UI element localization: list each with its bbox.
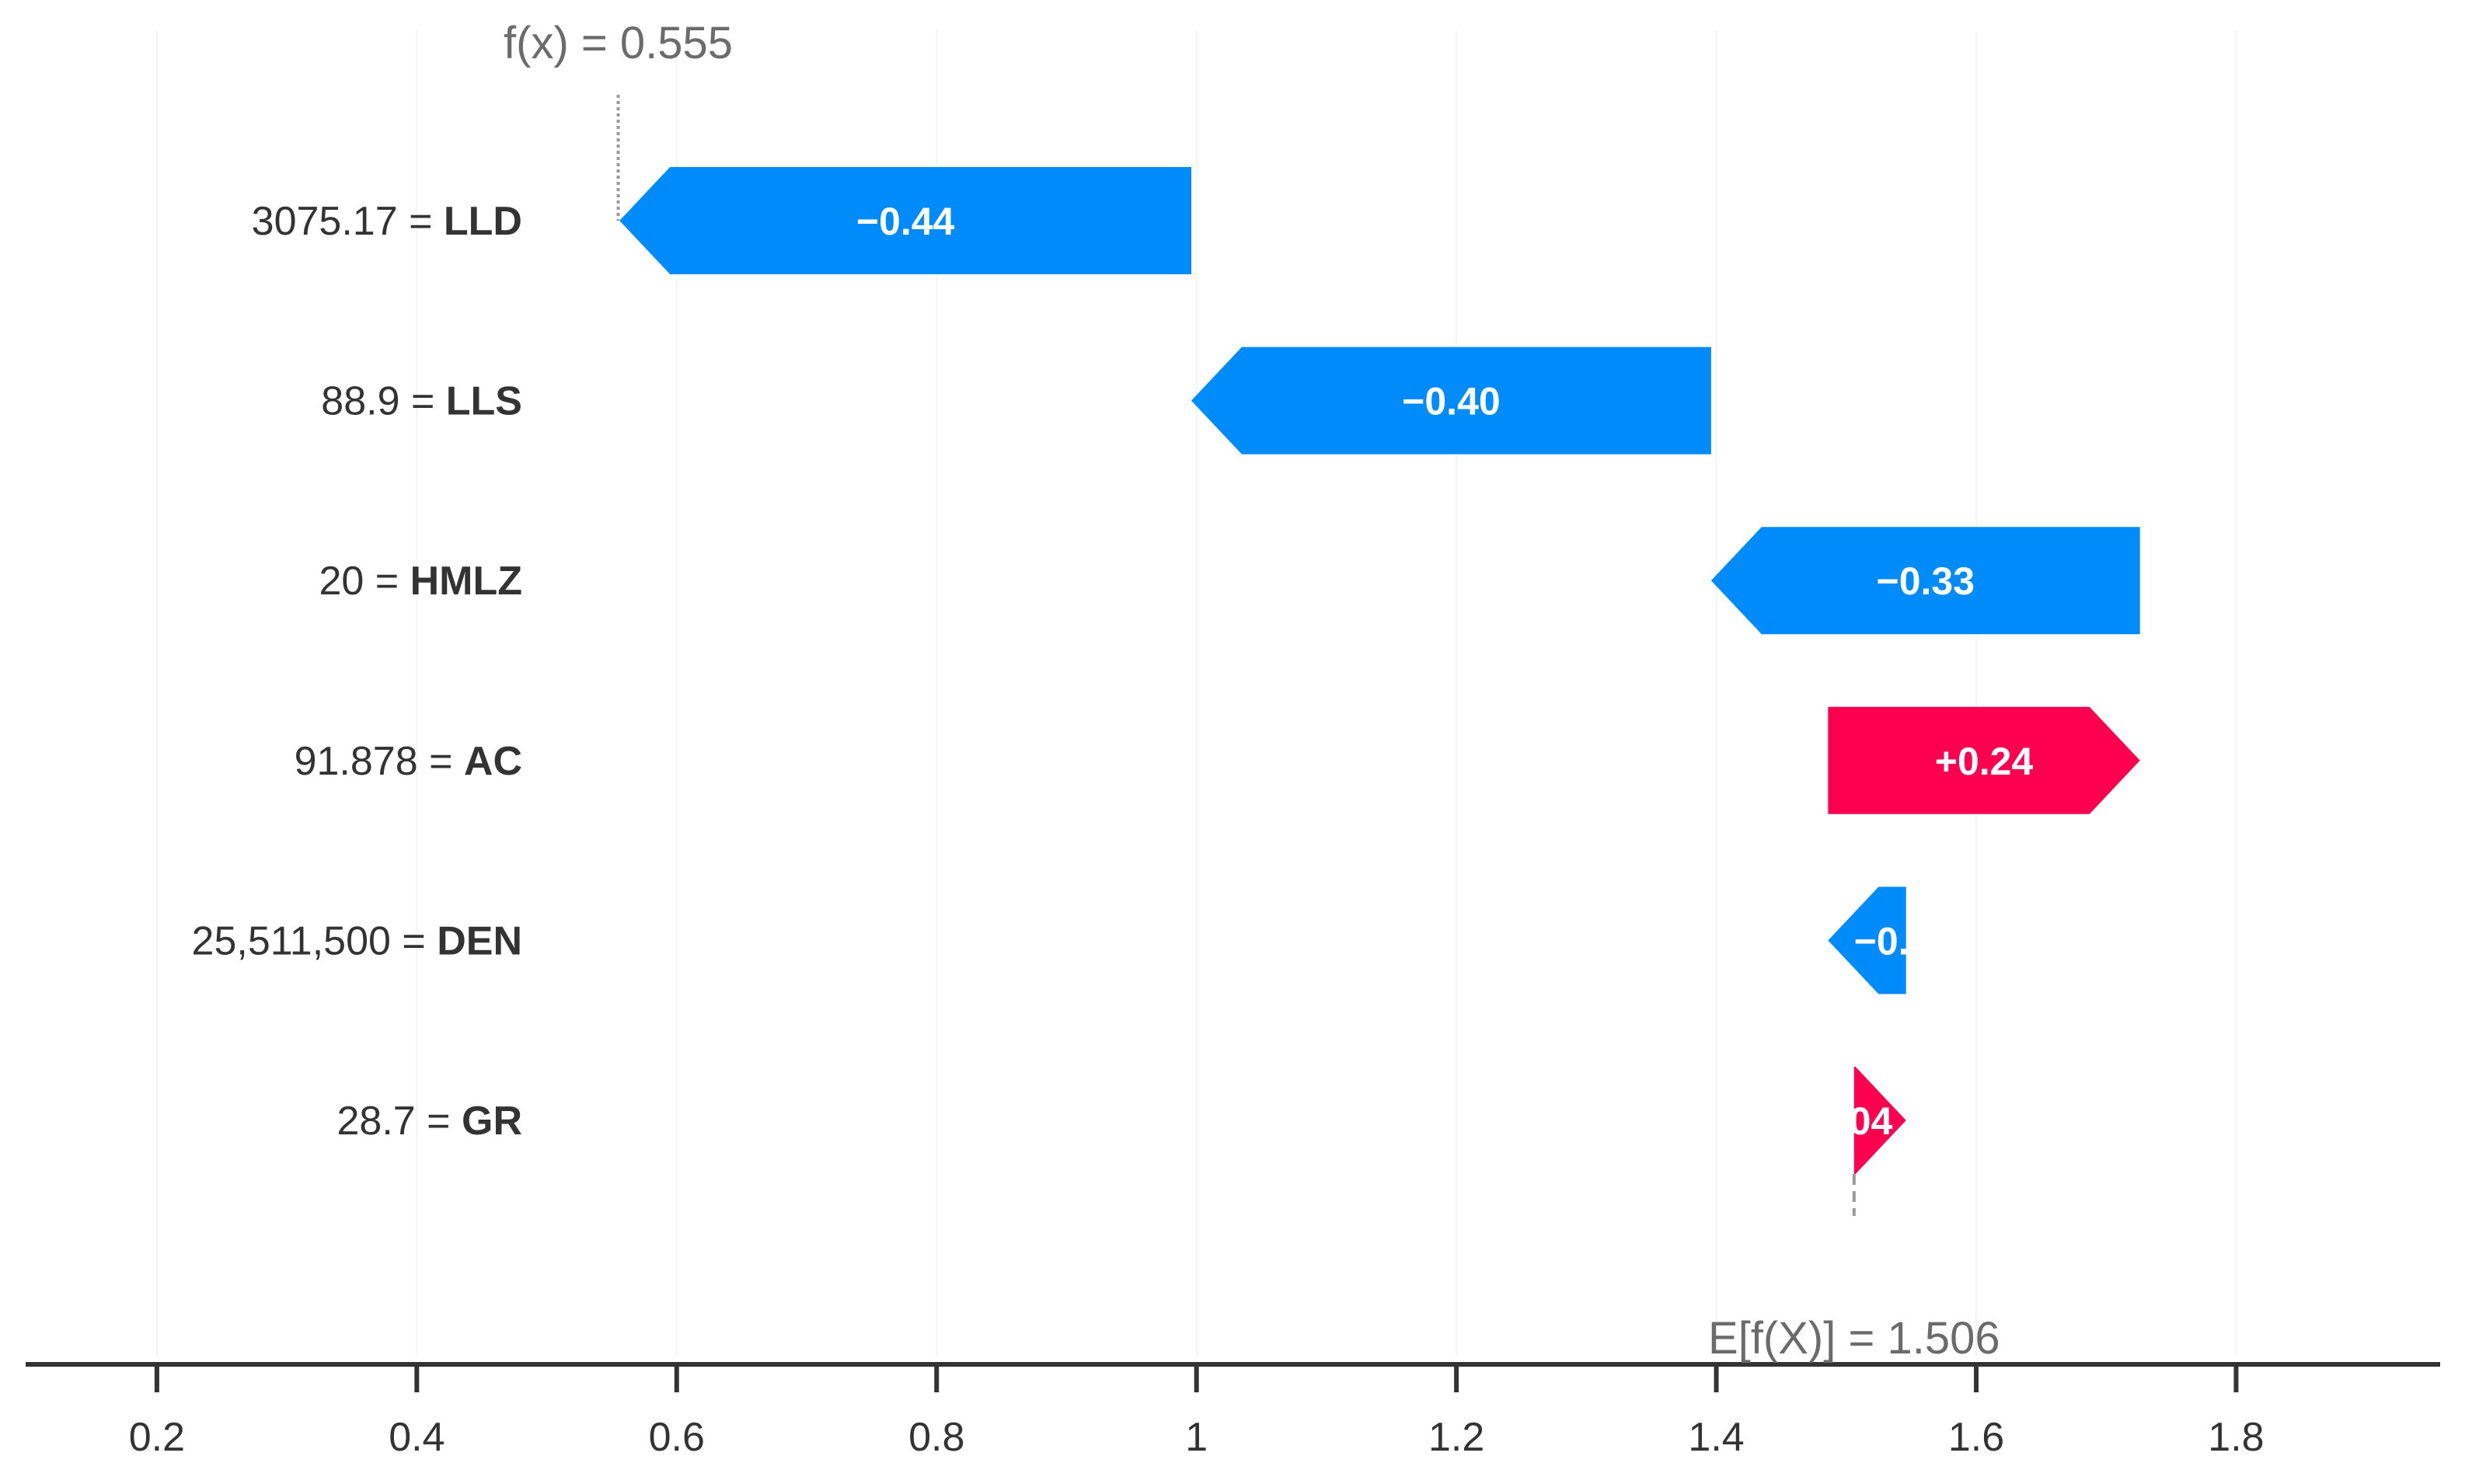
contribution-bars: −0.44 −0.40 −0.33 +0.24 −0.0 0.04 [619, 167, 2140, 1174]
x-tick-label-3: 0.8 [908, 1415, 964, 1460]
feature-value: 25,511,500 [192, 918, 391, 963]
feature-equals: = [364, 559, 410, 604]
feature-labels: 3075.17 = LLD 88.9 = LLS 20 = HMLZ 91.878 =… [192, 199, 522, 1144]
feature-label-gr: 28.7 = GR [337, 1099, 522, 1144]
feature-label-ac: 91.878 = AC [295, 739, 522, 784]
base-value-label: E[f(X)] = 1.506 [1708, 1313, 2000, 1364]
feature-name: LLD [444, 199, 522, 244]
annotations: f(x) = 0.555 E[f(X)] = 1.506 [504, 18, 2000, 1364]
bar-hmlz [1710, 527, 2140, 635]
feature-name: GR [462, 1099, 522, 1144]
feature-label-hmlz: 20 = HMLZ [319, 559, 522, 604]
feature-value: 3075.17 [252, 199, 398, 244]
feature-equals: = [391, 918, 437, 963]
bar-gr [1853, 1067, 1906, 1174]
bar-value-hmlz: −0.33 [1877, 559, 1975, 603]
feature-value: 88.9 [321, 379, 399, 424]
bar-value-lls: −0.40 [1402, 380, 1501, 423]
feature-value: 20 [319, 559, 364, 604]
bar-lld [619, 167, 1191, 274]
x-tick-label-0: 0.2 [129, 1415, 185, 1460]
feature-label-lls: 88.9 = LLS [321, 379, 522, 424]
feature-name: DEN [437, 918, 522, 963]
bar-den [1828, 887, 1906, 995]
bar-lls [1191, 347, 1711, 455]
feature-label-den: 25,511,500 = DEN [192, 918, 522, 963]
bar-value-lld: −0.44 [856, 200, 955, 243]
x-tick-label-4: 1 [1185, 1415, 1208, 1460]
feature-equals: = [416, 1099, 462, 1144]
feature-name: LLS [446, 379, 522, 424]
feature-value: 91.878 [295, 739, 418, 784]
x-tick-label-2: 0.6 [649, 1415, 705, 1460]
feature-equals: = [398, 199, 444, 244]
x-tick-label-5: 1.2 [1428, 1415, 1484, 1460]
x-tick-label-1: 0.4 [389, 1415, 445, 1460]
feature-label-lld: 3075.17 = LLD [252, 199, 522, 244]
output-value-label: f(x) = 0.555 [504, 18, 733, 68]
bar-value-ac: +0.24 [1935, 740, 2034, 783]
bar-value-den: −0.0 [1854, 919, 1931, 963]
feature-equals: = [400, 379, 446, 424]
x-tick-label-6: 1.4 [1688, 1415, 1744, 1460]
feature-name: AC [464, 739, 522, 784]
feature-name: HMLZ [410, 559, 522, 604]
x-axis: 0.2 0.4 0.6 0.8 1 1.2 1.4 1.6 1.8 [26, 1362, 2440, 1460]
bar-value-gr: 0.04 [1817, 1099, 1893, 1143]
bar-ac [1828, 706, 2140, 814]
feature-equals: = [418, 739, 464, 784]
guide-lines [616, 95, 1856, 1216]
feature-value: 28.7 [337, 1099, 416, 1144]
x-tick-label-8: 1.8 [2208, 1415, 2264, 1460]
x-tick-label-7: 1.6 [1948, 1415, 2004, 1460]
